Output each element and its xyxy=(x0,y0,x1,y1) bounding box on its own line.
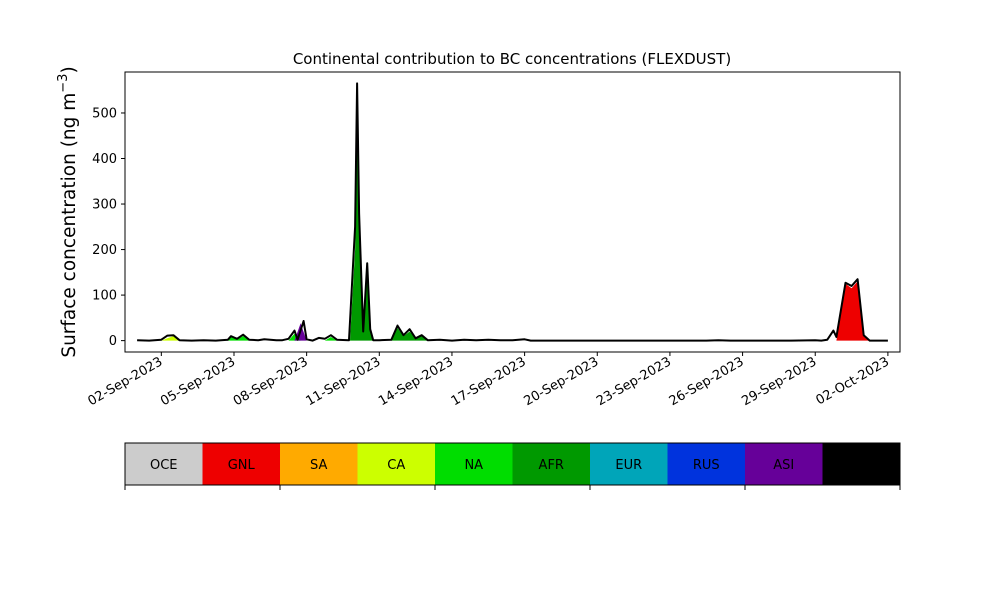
y-tick-label: 500 xyxy=(92,106,117,121)
y-tick-label: 200 xyxy=(92,243,117,258)
area-ca xyxy=(161,336,180,341)
legend-frame xyxy=(124,442,901,486)
area-afr xyxy=(350,103,428,341)
x-axis: 02-Sep-202305-Sep-202308-Sep-202311-Sep-… xyxy=(86,352,892,409)
legend-swatch-afr xyxy=(512,443,591,485)
legend-swatch-sa xyxy=(280,443,358,485)
x-tick-label: 20-Sep-2023 xyxy=(521,354,601,409)
legend-swatch-oce xyxy=(125,443,203,485)
y-axis-label-close: ) xyxy=(59,66,80,73)
x-tick-label: 02-Oct-2023 xyxy=(813,354,891,408)
legend-label-eur: EUR xyxy=(615,458,642,473)
x-tick-label: 11-Sep-2023 xyxy=(303,354,383,409)
area-na xyxy=(224,333,337,341)
x-tick-label: 26-Sep-2023 xyxy=(667,354,747,409)
legend-label-rus: RUS xyxy=(693,458,720,473)
chart-title: Continental contribution to BC concentra… xyxy=(293,50,731,68)
legend-label-sa: SA xyxy=(310,458,327,473)
y-tick-label: 400 xyxy=(92,152,117,167)
total-line xyxy=(137,82,888,342)
y-axis: 0 100 200 300 400 500 xyxy=(92,106,125,349)
y-tick-label: 300 xyxy=(92,198,117,213)
x-tick-label: 02-Sep-2023 xyxy=(86,354,166,409)
legend-label-asi: ASI xyxy=(773,458,794,473)
area-gnl xyxy=(836,281,870,341)
y-axis-label: Surface concentration (ng m−3) xyxy=(56,66,80,357)
x-tick-label: 14-Sep-2023 xyxy=(376,354,456,409)
legend-label-gnl: GNL xyxy=(228,458,256,473)
legend-label-na: NA xyxy=(464,458,483,473)
legend-label-afr: AFR xyxy=(539,458,564,473)
plot-area xyxy=(137,82,888,342)
legend-swatch-eur xyxy=(590,443,668,485)
x-tick-label: 29-Sep-2023 xyxy=(739,354,819,409)
plot-frame xyxy=(124,71,901,353)
y-axis-label-main: Surface concentration (ng m xyxy=(59,93,80,358)
legend-swatch-na xyxy=(435,443,513,485)
legend-label-aus: AUS xyxy=(848,458,875,473)
legend-swatch-asi xyxy=(745,443,823,485)
legend-colorbar: OCE GNL SA CA NA AFR EUR RUS ASI AUS xyxy=(124,442,901,490)
x-tick-label: 17-Sep-2023 xyxy=(449,354,529,409)
legend-label-ca: CA xyxy=(387,458,405,473)
x-tick-label: 05-Sep-2023 xyxy=(158,354,238,409)
y-tick-label: 100 xyxy=(92,289,117,304)
legend-swatch-rus xyxy=(667,443,746,485)
legend-swatch-gnl xyxy=(202,443,281,485)
y-axis-label-exponent: −3 xyxy=(56,74,71,93)
x-tick-label: 08-Sep-2023 xyxy=(231,354,311,409)
legend-swatch-aus xyxy=(822,443,901,485)
y-tick-label: 0 xyxy=(109,334,117,349)
x-tick-label: 23-Sep-2023 xyxy=(594,354,674,409)
legend-swatch-ca xyxy=(357,443,436,485)
legend-label-oce: OCE xyxy=(150,458,178,473)
